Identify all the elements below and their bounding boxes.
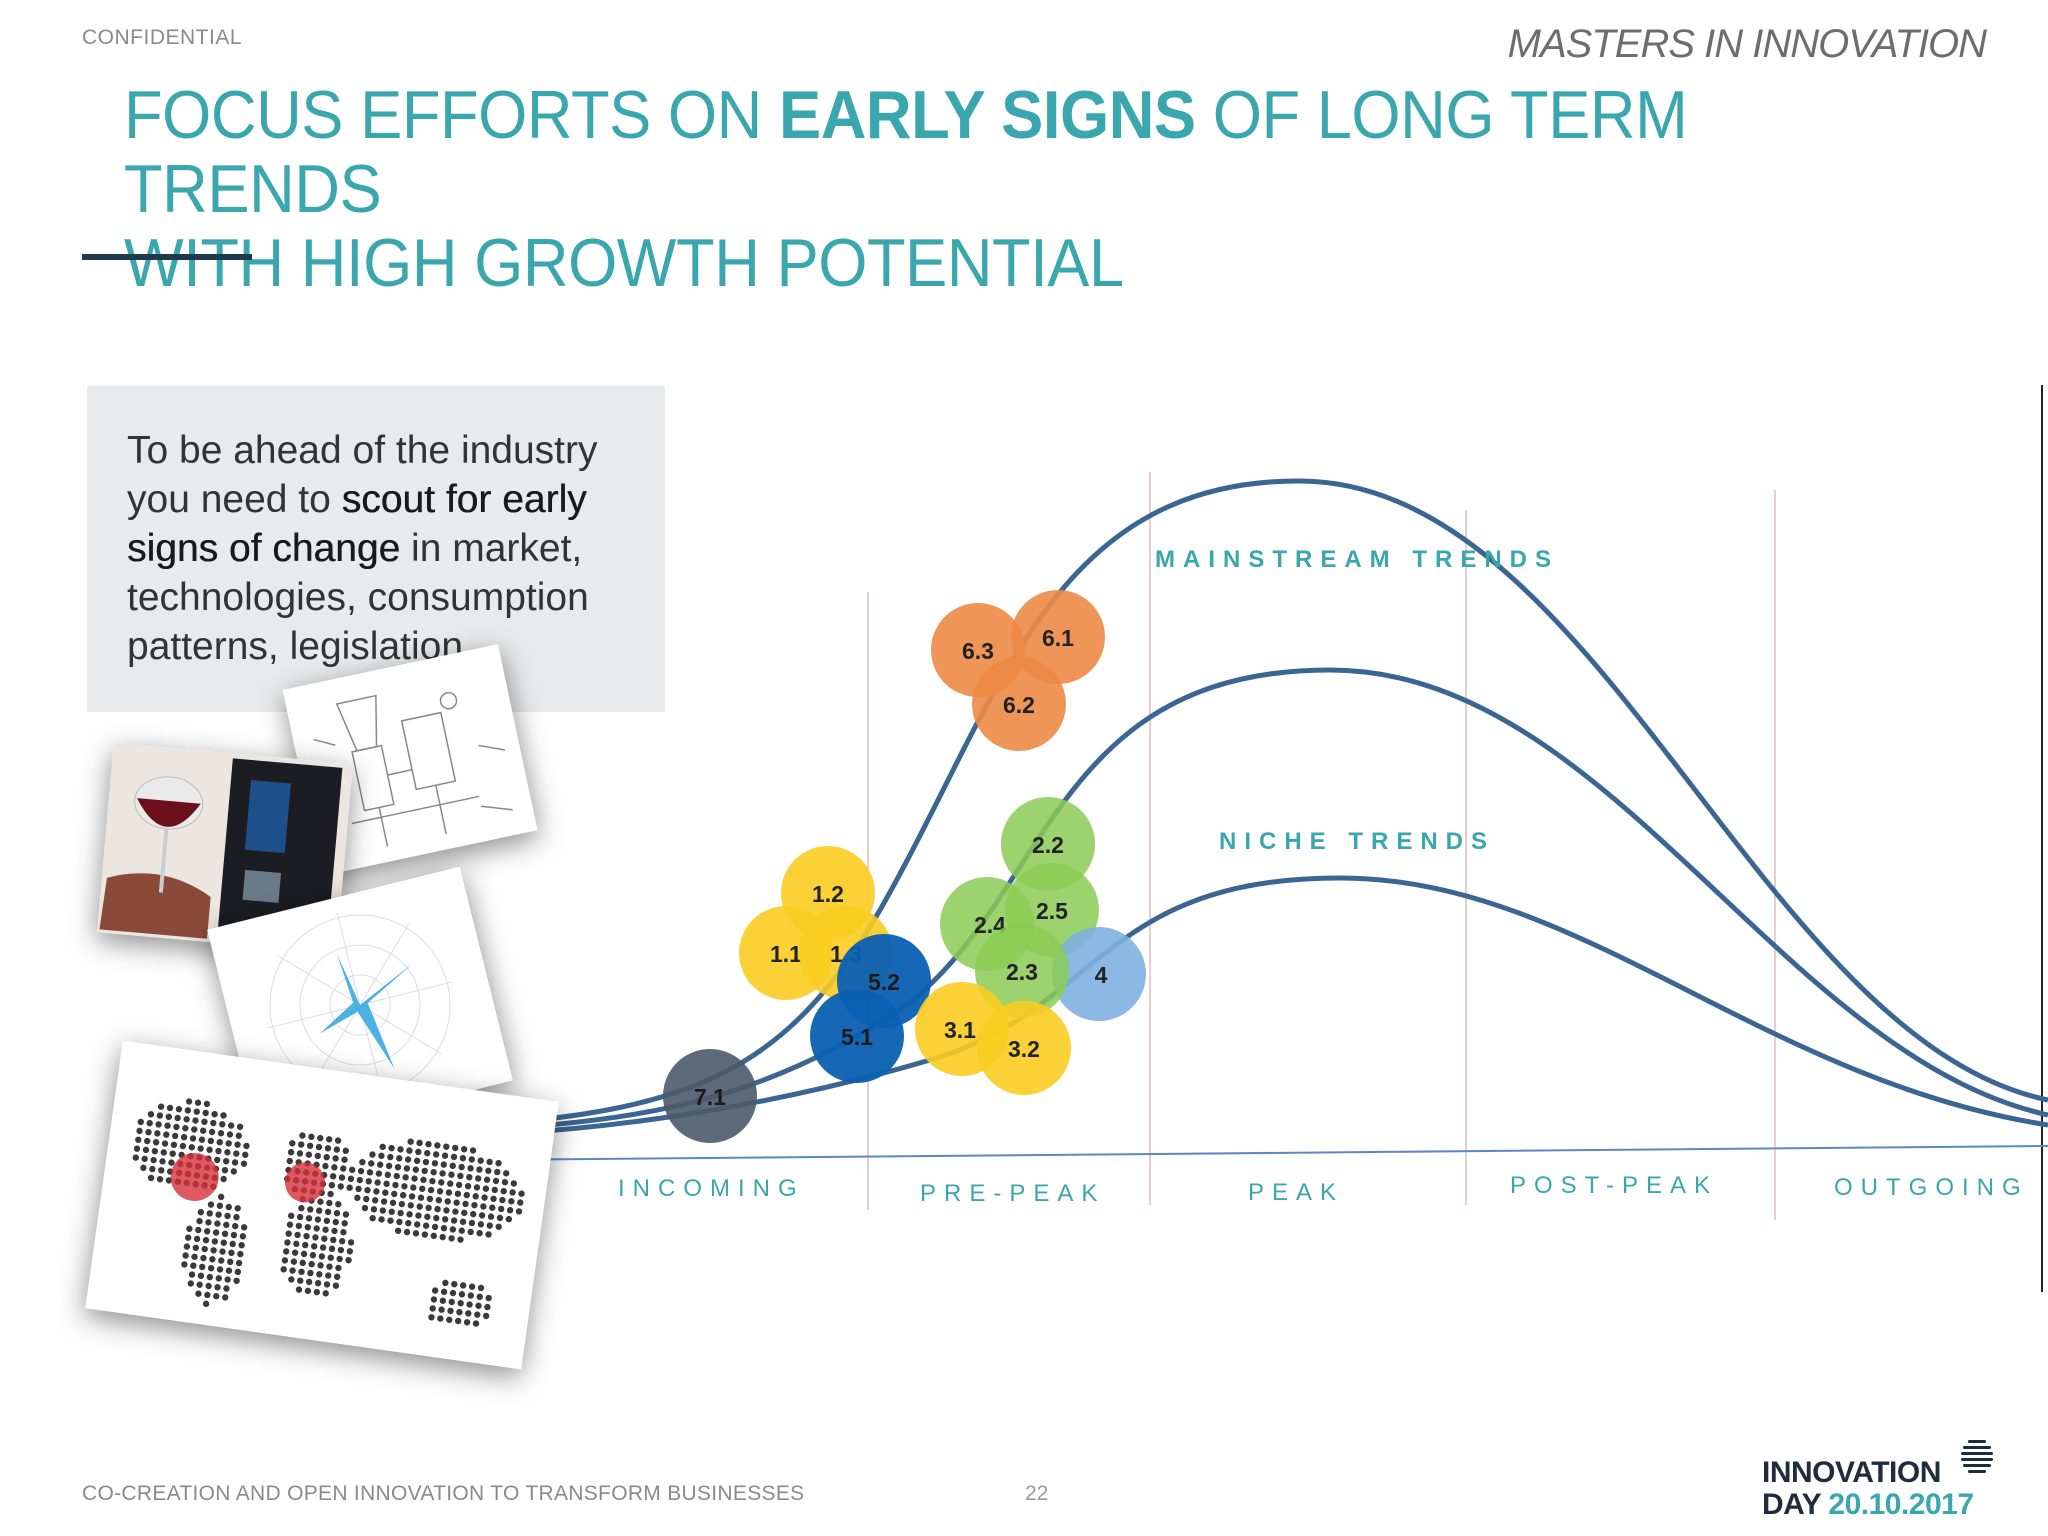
- bubble-2-3: 2.3: [975, 924, 1069, 1018]
- title-part2: OF LONG TERM TRENDS: [124, 77, 1688, 227]
- trend-curves: [479, 478, 2048, 1138]
- title-bold: EARLY SIGNS: [778, 77, 1196, 153]
- bubble-label-6-2: 6.2: [1003, 692, 1035, 718]
- callout-text-1: To be ahead of the industry you need to: [127, 429, 598, 521]
- phase-label-post-peak: POST-PEAK: [1510, 1172, 1718, 1199]
- bubble-label-5-1: 5.1: [841, 1024, 873, 1050]
- mainstream-label: MAINSTREAM TRENDS: [1155, 546, 1559, 573]
- bubble-label-2-5: 2.5: [1036, 898, 1068, 924]
- bubble-3-2: 3.2: [977, 1001, 1071, 1095]
- callout-bold: scout for early signs of change: [127, 478, 587, 570]
- logo-day: DAY: [1762, 1488, 1829, 1521]
- bubble-label-6-3: 6.3: [962, 638, 994, 664]
- bubble-label-3-1: 3.1: [944, 1017, 976, 1043]
- title-underline: [82, 254, 252, 260]
- trend-bubbles: 6.3 6.1 6.2 1.2 1.1 1.3 5.1 5.2 2.2 2.5 …: [663, 590, 1146, 1143]
- bubble-5-2: 5.2: [837, 934, 931, 1028]
- innovation-day-logo: INNOVATION DAY 20.10.2017: [1762, 1440, 1993, 1526]
- logo-line2: DAY 20.10.2017: [1762, 1488, 1974, 1522]
- bubble-label-5-2: 5.2: [868, 969, 900, 995]
- bubble-label-1-2: 1.2: [812, 881, 844, 907]
- title-line2: WITH HIGH GROWTH POTENTIAL: [124, 225, 1124, 301]
- callout-text-2: in market, technologies, consumption pat…: [127, 527, 589, 668]
- logo-globe-icon: [1961, 1440, 1993, 1473]
- niche-label: NICHE TRENDS: [1219, 828, 1495, 855]
- phase-label-pre-peak: PRE-PEAK: [920, 1180, 1105, 1207]
- page-number: 22: [1025, 1482, 1049, 1505]
- bubble-label-1-1: 1.1: [770, 941, 802, 967]
- logo-line1: INNOVATION: [1762, 1456, 1941, 1489]
- brand-wordmark: MASTERS IN INNOVATION: [1507, 22, 1987, 66]
- confidential-label: CONFIDENTIAL: [82, 26, 243, 49]
- bubble-label-2-2: 2.2: [1032, 832, 1064, 858]
- wine-dispenser-photo: [97, 742, 353, 954]
- phase-label-outgoing: OUTGOING: [1834, 1174, 2029, 1201]
- map-dots: [132, 1098, 525, 1327]
- bubble-label-2-3: 2.3: [1006, 959, 1038, 985]
- footer-text: CO-CREATION AND OPEN INNOVATION TO TRANS…: [82, 1482, 805, 1505]
- photo-collage: [85, 644, 559, 1370]
- logo-date: 20.10.2017: [1828, 1488, 1974, 1521]
- bubble-label-7-1: 7.1: [694, 1084, 726, 1110]
- mainstream-curve: [479, 478, 2048, 1128]
- bubble-7-1: 7.1: [663, 1049, 757, 1143]
- slide-title: FOCUS EFFORTS ON EARLY SIGNS OF LONG TER…: [124, 78, 1798, 300]
- callout-text: To be ahead of the industry you need to …: [127, 426, 647, 671]
- diagram-baseline: [479, 1145, 2048, 1161]
- phase-labels: INCOMING PRE-PEAK PEAK POST-PEAK OUTGOIN…: [618, 1172, 2029, 1207]
- bubble-6-2: 6.2: [972, 657, 1066, 751]
- bubble-label-6-1: 6.1: [1042, 625, 1074, 651]
- title-part1: FOCUS EFFORTS ON: [124, 77, 779, 153]
- bubble-label-4: 4: [1095, 962, 1108, 988]
- callout-box: To be ahead of the industry you need to …: [87, 386, 665, 712]
- phase-label-incoming: INCOMING: [618, 1175, 805, 1202]
- bubble-label-3-2: 3.2: [1008, 1036, 1040, 1062]
- bubble-4: 4: [1052, 927, 1146, 1021]
- world-map-photo: [85, 1040, 559, 1370]
- phase-label-peak: PEAK: [1248, 1179, 1344, 1206]
